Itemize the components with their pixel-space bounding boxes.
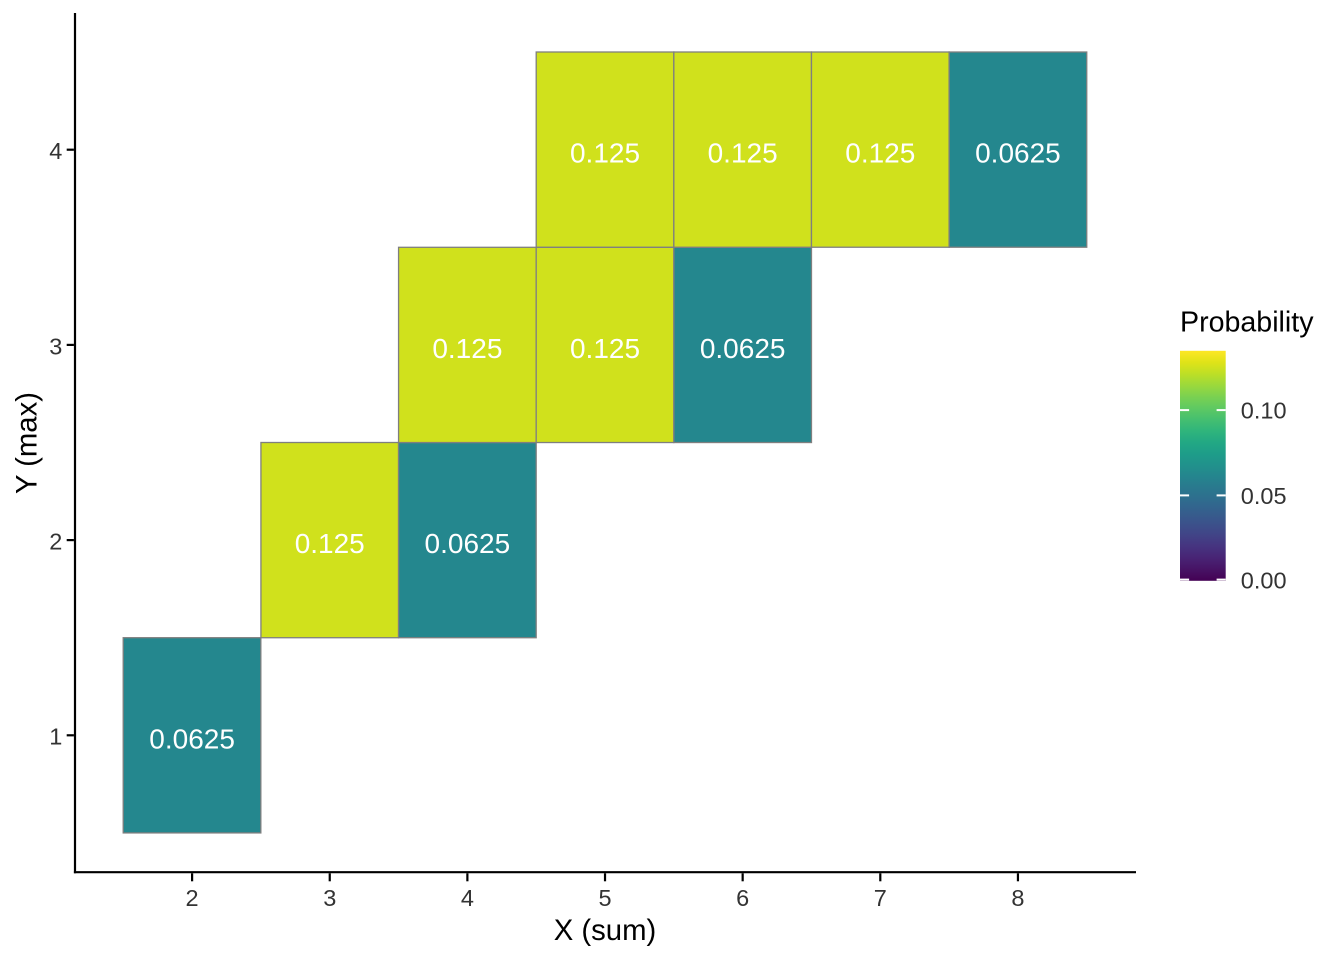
svg-text:0.0625: 0.0625 xyxy=(425,528,511,559)
svg-text:4: 4 xyxy=(461,885,474,911)
svg-text:0.0625: 0.0625 xyxy=(700,333,786,364)
svg-text:0.0625: 0.0625 xyxy=(149,723,235,754)
svg-text:0.125: 0.125 xyxy=(708,138,778,169)
svg-text:6: 6 xyxy=(736,885,749,911)
svg-text:X (sum): X (sum) xyxy=(554,914,657,947)
svg-text:0.125: 0.125 xyxy=(570,333,640,364)
svg-text:4: 4 xyxy=(49,138,62,164)
svg-text:2: 2 xyxy=(49,529,62,555)
svg-text:0.0625: 0.0625 xyxy=(975,138,1061,169)
svg-text:Probability: Probability xyxy=(1180,307,1314,339)
svg-text:2: 2 xyxy=(186,885,199,911)
svg-text:0.125: 0.125 xyxy=(570,138,640,169)
svg-text:3: 3 xyxy=(323,885,336,911)
svg-text:0.125: 0.125 xyxy=(432,333,502,364)
svg-text:0.05: 0.05 xyxy=(1241,483,1287,509)
svg-text:0.125: 0.125 xyxy=(295,528,365,559)
svg-text:3: 3 xyxy=(49,333,62,359)
svg-text:0.125: 0.125 xyxy=(845,138,915,169)
svg-text:0.10: 0.10 xyxy=(1241,398,1287,424)
svg-text:1: 1 xyxy=(49,724,62,750)
svg-text:7: 7 xyxy=(874,885,887,911)
svg-text:5: 5 xyxy=(598,885,611,911)
svg-text:8: 8 xyxy=(1011,885,1024,911)
svg-text:0.00: 0.00 xyxy=(1241,567,1287,593)
svg-text:Y (max): Y (max) xyxy=(11,392,44,494)
